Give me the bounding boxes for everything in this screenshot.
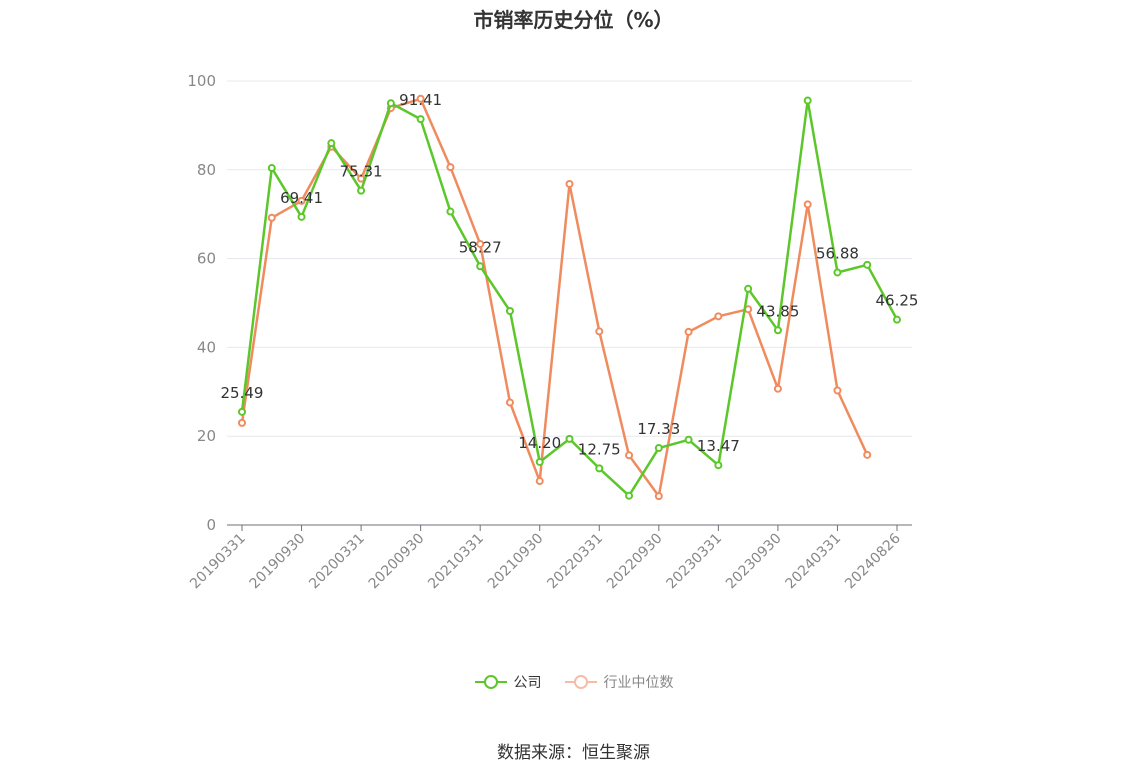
company-data-point xyxy=(386,99,395,108)
series xyxy=(238,94,901,501)
legend-item-industry[interactable]: 行业中位数 xyxy=(564,672,674,692)
data-label: 75.31 xyxy=(340,163,383,181)
data-label: 43.85 xyxy=(756,302,799,320)
industry-data-point xyxy=(238,418,246,427)
data-label: 14.20 xyxy=(518,434,561,452)
legend-industry-icon xyxy=(564,675,597,689)
y-tick-label: 40 xyxy=(197,338,216,356)
y-tick-label: 20 xyxy=(197,427,216,445)
industry-data-point xyxy=(595,327,604,336)
company-data-point xyxy=(625,491,634,500)
legend-company-label: 公司 xyxy=(513,675,542,691)
industry-data-point xyxy=(863,450,872,459)
industry-data-point xyxy=(416,94,425,103)
x-tick-label: 20190930 xyxy=(247,531,309,593)
industry-data-point xyxy=(833,386,842,395)
company-data-point xyxy=(654,444,663,453)
data-label: 25.49 xyxy=(221,384,264,402)
company-data-point xyxy=(803,96,812,105)
company-data-point xyxy=(267,164,276,173)
data-label: 13.47 xyxy=(697,437,740,455)
grid-lines xyxy=(227,80,912,437)
company-data-point xyxy=(476,262,485,271)
company-data-point xyxy=(595,464,604,473)
company-data-point xyxy=(327,139,336,148)
y-tick-label: 60 xyxy=(197,250,216,268)
x-tick-label: 20240331 xyxy=(783,531,845,593)
x-tick-label: 20220331 xyxy=(544,531,606,593)
x-tick-label: 20190331 xyxy=(187,531,249,593)
industry-data-point xyxy=(267,213,276,222)
industry-data-point xyxy=(476,239,485,248)
company-data-point xyxy=(833,268,842,277)
industry-data-point xyxy=(773,384,782,393)
x-tick-label: 20220930 xyxy=(604,531,666,593)
axes: 0 20 40 60 80 100 2019033120190930202003312020… xyxy=(187,72,912,592)
industry-data-point xyxy=(535,477,544,486)
company-data-point xyxy=(863,260,872,269)
company-data-point xyxy=(505,306,514,315)
company-data-point xyxy=(893,315,901,324)
company-data-point xyxy=(565,434,574,443)
industry-data-point xyxy=(803,200,812,209)
company-data-point xyxy=(684,435,693,444)
company-data-point xyxy=(416,115,425,124)
data-label: 56.88 xyxy=(816,244,859,262)
company-data-point xyxy=(714,461,723,470)
industry-data-point xyxy=(446,163,455,172)
data-label: 17.33 xyxy=(637,420,680,438)
industry-data-point xyxy=(505,398,514,407)
industry-data-point xyxy=(297,196,306,205)
y-tick-label: 0 xyxy=(206,516,216,534)
x-tick-label: 20230331 xyxy=(663,531,725,593)
company-data-point xyxy=(446,207,455,216)
industry-data-point xyxy=(654,492,663,501)
company-data-point xyxy=(535,457,544,466)
legend-industry-label: 行业中位数 xyxy=(603,675,674,691)
legend: 公司 行业中位数 xyxy=(0,672,1147,692)
x-tick-label: 20200331 xyxy=(306,531,368,593)
industry-data-point xyxy=(714,312,723,321)
industry-series-line xyxy=(240,97,869,498)
data-label: 91.41 xyxy=(399,91,442,109)
data-label: 58.27 xyxy=(459,238,502,256)
industry-data-point xyxy=(625,451,634,460)
x-tick-label: 20240826 xyxy=(842,530,904,592)
x-tick-label: 20210930 xyxy=(485,531,547,593)
chart-title: 市销率历史分位（%） xyxy=(473,8,674,32)
industry-data-point xyxy=(684,327,693,336)
y-tick-label: 100 xyxy=(187,72,216,90)
data-labels: 25.49 69.41 75.31 91.41 58.27 14.20 12.75 17.33… xyxy=(221,91,919,458)
data-label: 46.25 xyxy=(876,292,919,310)
company-data-point xyxy=(773,326,782,335)
legend-item-company[interactable]: 公司 xyxy=(474,672,542,692)
data-label: 12.75 xyxy=(578,440,621,458)
company-data-point xyxy=(297,212,306,221)
x-tick-label: 20200930 xyxy=(366,531,428,593)
industry-data-point xyxy=(565,180,574,189)
x-tick-label: 20230930 xyxy=(723,531,785,593)
y-tick-label: 80 xyxy=(197,161,216,179)
company-data-point xyxy=(357,186,366,195)
x-tick-label: 20210331 xyxy=(425,531,487,593)
source-note: 数据来源：恒生聚源 xyxy=(497,743,650,763)
data-label: 69.41 xyxy=(280,189,323,207)
legend-company-icon xyxy=(474,675,507,689)
company-data-point xyxy=(744,284,753,293)
company-data-point xyxy=(238,407,246,416)
